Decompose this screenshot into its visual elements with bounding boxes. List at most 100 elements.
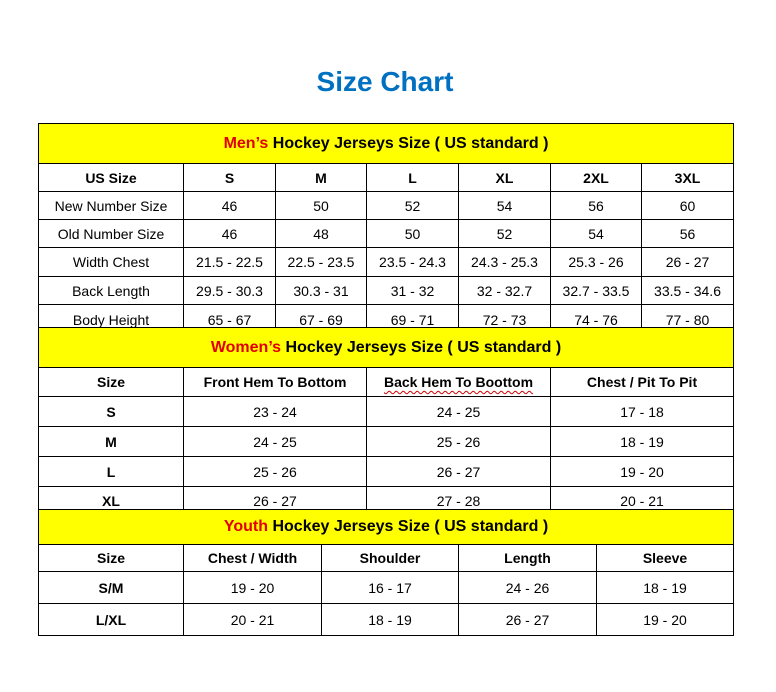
column-header-label: Shoulder [359,550,421,566]
column-header: Sleeve [595,544,735,572]
table-row: New Number Size 46 50 52 54 56 60 [38,191,735,220]
column-header: Back Hem To Boottom [366,367,551,397]
table-cell: 56 [550,191,642,220]
women-column-header-row: Size Front Hem To Bottom Back Hem To Boott… [38,367,735,397]
table-row: L 25 - 26 26 - 27 19 - 20 [38,456,735,487]
men-heading-highlight: Men’s [223,134,269,152]
column-header-label: 3XL [674,169,701,186]
table-cell: 19 - 20 [549,456,735,487]
column-header: Size [38,544,184,572]
table-cell: 46 [183,219,276,248]
table-cell: 21.5 - 22.5 [183,247,276,277]
table-cell: 56 [640,219,735,248]
table-cell: 54 [458,191,551,220]
column-header: Chest / Width [183,544,322,572]
table-row: Width Chest 21.5 - 22.5 22.5 - 23.5 23.5 - … [38,247,735,277]
table-row: Old Number Size 46 48 50 52 54 56 [38,219,735,248]
womens-size-table: Women’s Hockey Jerseys Size ( US standar… [37,327,735,516]
men-heading-text: Hockey Jerseys Size ( US standard ) [268,134,549,152]
table-row: Body Height 65 - 67 67 - 69 69 - 71 72 - 73 7… [38,304,735,335]
row-label: New Number Size [38,191,184,220]
row-label: Old Number Size [38,219,184,248]
mens-size-table: Men’s Hockey Jerseys Size ( US standard … [37,123,735,335]
column-header: Front Hem To Bottom [183,367,367,397]
youth-section-heading: Youth Hockey Jerseys Size ( US standard … [37,509,735,545]
column-header-label: Size [96,550,125,566]
women-heading-highlight: Women’s [210,338,282,356]
table-cell: 18 - 19 [321,603,459,636]
table-cell: 22.5 - 23.5 [275,247,367,277]
youth-title-row: Youth Hockey Jerseys Size ( US standard … [37,509,735,545]
column-header-label: Back Hem To Boottom [383,374,534,390]
column-header-label: Chest / Pit To Pit [586,374,698,390]
table-cell: 48 [275,219,367,248]
page-title: Size Chart [316,66,454,97]
column-header: Shoulder [321,544,459,572]
column-header: US Size [38,163,184,192]
column-header-label: Size [96,374,125,390]
table-cell: 29.5 - 30.3 [183,276,276,305]
column-header: M [275,163,367,192]
column-header-label: Sleeve [642,550,688,566]
column-header: Size [38,367,184,397]
table-row: L/XL 20 - 21 18 - 19 26 - 27 19 - 20 [38,603,735,636]
table-cell: 50 [275,191,367,220]
table-cell: 60 [640,191,735,220]
column-header: 3XL [640,163,735,192]
table-cell: 25 - 26 [366,426,551,457]
table-cell: 19 - 20 [183,571,322,604]
women-heading-text: Hockey Jerseys Size ( US standard ) [281,338,562,356]
table-cell: 18 - 19 [595,571,735,604]
women-title-row: Women’s Hockey Jerseys Size ( US standar… [37,327,735,368]
table-cell: 23.5 - 24.3 [366,247,459,277]
table-cell: 54 [550,219,642,248]
column-header-label: Front Hem To Bottom [203,374,347,390]
table-cell: 32.7 - 33.5 [550,276,642,305]
table-cell: 46 [183,191,276,220]
row-label: S [38,396,184,427]
column-header-label: Length [504,550,551,566]
men-section-heading: Men’s Hockey Jerseys Size ( US standard … [37,123,735,164]
table-cell: 24 - 25 [366,396,551,427]
table-cell: 25 - 26 [183,456,367,487]
table-cell: 26 - 27 [366,456,551,487]
column-header-label: S [224,169,235,186]
men-column-header-row: US Size S M L XL 2XL 3XL [38,163,735,192]
table-cell: 24.3 - 25.3 [458,247,551,277]
table-cell: 24 - 26 [458,571,597,604]
youth-heading-text: Hockey Jerseys Size ( US standard ) [268,518,549,535]
row-label: M [38,426,184,457]
table-cell: 16 - 17 [321,571,459,604]
row-label: L [38,456,184,487]
table-cell: 30.3 - 31 [275,276,367,305]
table-cell: 52 [366,191,459,220]
table-cell: 26 - 27 [458,603,597,636]
column-header: S [183,163,276,192]
table-cell: 17 - 18 [549,396,735,427]
youth-column-header-row: Size Chest / Width Shoulder Length Sleeve [38,544,735,572]
row-label: Width Chest [38,247,184,277]
table-cell: 23 - 24 [183,396,367,427]
youth-size-table: Youth Hockey Jerseys Size ( US standard … [37,509,735,636]
column-header-label: XL [495,169,514,186]
table-cell: 50 [366,219,459,248]
table-cell: 20 - 21 [183,603,322,636]
column-header: XL [458,163,551,192]
column-header: L [366,163,459,192]
men-title-row: Men’s Hockey Jerseys Size ( US standard … [37,123,735,164]
table-row: Back Length 29.5 - 30.3 30.3 - 31 31 - 32 32… [38,276,735,305]
table-cell: 25.3 - 26 [550,247,642,277]
table-row: S/M 19 - 20 16 - 17 24 - 26 18 - 19 [38,571,735,604]
column-header: 2XL [550,163,642,192]
column-header-label: 2XL [583,169,609,186]
table-cell: 19 - 20 [595,603,735,636]
row-label: S/M [38,571,184,604]
column-header-label: US Size [85,169,137,186]
column-header: Chest / Pit To Pit [549,367,735,397]
youth-heading-highlight: Youth [223,518,269,535]
table-row: M 24 - 25 25 - 26 18 - 19 [38,426,735,457]
table-cell: 31 - 32 [366,276,459,305]
row-label: Back Length [38,276,184,305]
row-label: L/XL [38,603,184,636]
table-cell: 33.5 - 34.6 [640,276,735,305]
